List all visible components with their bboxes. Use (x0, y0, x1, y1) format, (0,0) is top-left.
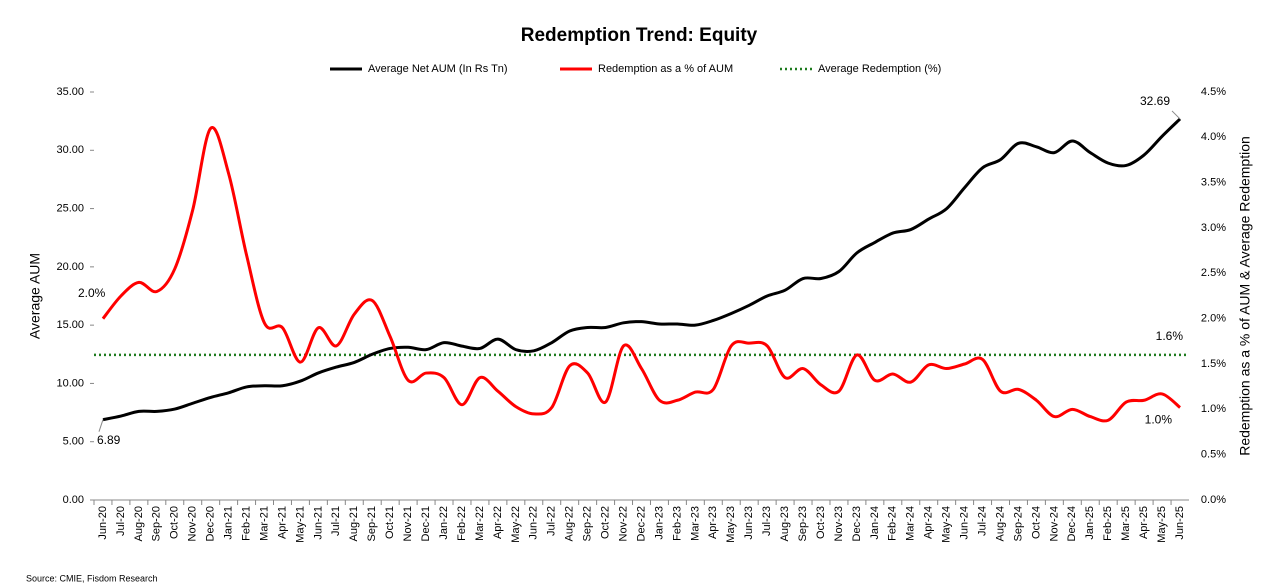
y2-axis-title: Redemption as a % of AUM & Average Redem… (1237, 136, 1253, 456)
y-axis-title: Average AUM (27, 253, 43, 339)
x-tick-label: Dec-23 (851, 506, 863, 541)
x-tick-label: Nov-22 (617, 506, 629, 541)
y2-tick-label: 0.5% (1201, 449, 1226, 461)
x-tick-label: May-23 (725, 506, 737, 543)
y-tick-label: 20.00 (56, 261, 84, 273)
x-tick-label: Apr-21 (276, 506, 288, 539)
series-line (101, 126, 1181, 423)
y2-tick-label: 1.5% (1201, 358, 1226, 370)
x-tick-label: Jul-20 (115, 506, 127, 536)
x-tick-label: Jan-23 (653, 506, 665, 540)
y-tick-label: 35.00 (56, 86, 84, 98)
x-tick-label: Apr-25 (1138, 506, 1150, 539)
y-tick-label: 15.00 (56, 319, 84, 331)
x-tick-label: May-25 (1156, 506, 1168, 543)
x-tick-label: Jan-21 (223, 506, 235, 540)
x-tick-label: Feb-24 (887, 506, 899, 541)
x-tick-label: Oct-20 (169, 506, 181, 539)
chart-title: Redemption Trend: Equity (521, 25, 758, 46)
leader (1171, 110, 1181, 120)
data-label: 1.0% (1145, 413, 1173, 427)
x-tick-label: Feb-22 (456, 506, 468, 541)
x-tick-label: Feb-21 (240, 506, 252, 541)
x-tick-label: Nov-23 (833, 506, 845, 541)
y-tick-label: 0.00 (63, 494, 84, 506)
x-tick-label: Jan-24 (869, 506, 881, 540)
x-tick-label: Oct-23 (815, 506, 827, 539)
x-tick-label: Aug-21 (348, 506, 360, 541)
x-tick-label: Sep-22 (582, 506, 594, 541)
x-tick-label: Mar-23 (689, 506, 701, 541)
x-tick-label: Sep-23 (797, 506, 809, 541)
y2-tick-label: 3.0% (1201, 222, 1226, 234)
x-tick-label: Jun-20 (97, 506, 109, 540)
x-tick-label: Apr-23 (707, 506, 719, 539)
x-tick-label: Dec-20 (205, 506, 217, 541)
x-tick-label: Feb-25 (1102, 506, 1114, 541)
x-tick-label: Nov-21 (402, 506, 414, 541)
x-tick-label: Mar-25 (1120, 506, 1132, 541)
x-tick-label: Dec-21 (420, 506, 432, 541)
x-tick-label: Jul-23 (761, 506, 773, 536)
data-label: 32.69 (1140, 94, 1170, 108)
x-tick-label: Oct-24 (1030, 506, 1042, 539)
x-tick-label: Jun-25 (1174, 506, 1186, 540)
x-tick-label: Aug-23 (779, 506, 791, 541)
x-tick-label: Jan-22 (438, 506, 450, 540)
x-tick-label: May-21 (294, 506, 306, 543)
y2-tick-label: 2.0% (1201, 313, 1226, 325)
x-tick-label: Aug-20 (133, 506, 145, 541)
x-tick-label: Jun-21 (312, 506, 324, 540)
series-line (102, 117, 1182, 422)
y-tick-label: 30.00 (56, 144, 84, 156)
x-tick-label: Jul-21 (330, 506, 342, 536)
x-tick-label: Mar-24 (905, 506, 917, 541)
y2-tick-label: 0.0% (1201, 494, 1226, 506)
x-tick-label: Sep-24 (1012, 506, 1024, 541)
x-tick-label: Mar-22 (474, 506, 486, 541)
data-label: 2.0% (78, 286, 106, 300)
y2-tick-label: 4.0% (1201, 131, 1226, 143)
x-tick-label: Oct-22 (600, 506, 612, 539)
x-tick-label: Nov-24 (1048, 506, 1060, 541)
x-tick-label: Nov-20 (187, 506, 199, 541)
x-tick-label: Jun-23 (743, 506, 755, 540)
y-tick-label: 25.00 (56, 202, 84, 214)
x-tick-label: Feb-23 (671, 506, 683, 541)
x-tick-label: Jun-24 (959, 506, 971, 540)
x-tick-label: Mar-21 (258, 506, 270, 541)
x-tick-label: Aug-22 (564, 506, 576, 541)
x-tick-label: Aug-24 (994, 506, 1006, 541)
data-label: 6.89 (97, 433, 121, 447)
x-tick-label: May-22 (510, 506, 522, 543)
y2-tick-label: 2.5% (1201, 267, 1226, 279)
x-tick-label: Sep-21 (366, 506, 378, 541)
average-label: 1.6% (1156, 329, 1184, 343)
x-tick-label: Sep-20 (151, 506, 163, 541)
legend-label: Redemption as a % of AUM (598, 63, 733, 75)
x-tick-label: Jan-25 (1084, 506, 1096, 540)
x-tick-label: Jun-22 (528, 506, 540, 540)
source-note: Source: CMIE, Fisdom Research (26, 573, 158, 583)
y2-tick-label: 4.5% (1201, 86, 1226, 98)
legend-label: Average Net AUM (In Rs Tn) (368, 63, 508, 75)
x-tick-label: Apr-22 (492, 506, 504, 539)
x-tick-label: Apr-24 (923, 506, 935, 539)
x-tick-label: Jul-22 (546, 506, 558, 536)
x-tick-label: Dec-24 (1066, 506, 1078, 541)
legend-label: Average Redemption (%) (818, 63, 941, 75)
y-tick-label: 5.00 (63, 436, 84, 448)
y2-tick-label: 3.5% (1201, 177, 1226, 189)
y-tick-label: 10.00 (56, 377, 84, 389)
x-tick-label: Oct-21 (384, 506, 396, 539)
x-tick-label: May-24 (941, 506, 953, 543)
y2-tick-label: 1.0% (1201, 403, 1226, 415)
leader (98, 419, 104, 432)
x-tick-label: Dec-22 (635, 506, 647, 541)
x-tick-label: Jul-24 (976, 506, 988, 536)
